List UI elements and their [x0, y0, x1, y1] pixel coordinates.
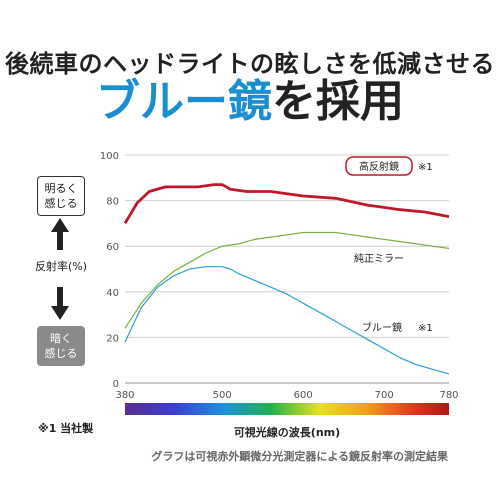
bright-feel-line1: 明るく: [44, 182, 78, 195]
arrow-down-icon: [51, 287, 69, 320]
blue-mirror-line: [124, 266, 450, 375]
tick-labels: 0 20 40 60 80 100 380 500 600 700 780: [100, 151, 459, 401]
headline-blue-mirror: ブルー鏡: [96, 76, 272, 127]
pure-mirror-line: [124, 231, 450, 329]
blue-mirror-label: ブルー鏡: [362, 321, 402, 334]
high-reflect-label: 高反射鏡: [359, 160, 399, 173]
spectrum-bar: [125, 403, 449, 415]
measurement-caption: グラフは可視赤外顕微分光測定器による鏡反射率の測定結果: [151, 450, 448, 463]
headline-line1: 後続車のヘッドライトの眩しさを低減させる: [5, 50, 495, 78]
bright-feel-line2: 感じる: [44, 197, 78, 210]
arrow-up-icon: [51, 218, 69, 250]
footnote: ※1 当社製: [38, 422, 94, 435]
pure-mirror-label: 純正ミラー: [354, 252, 404, 265]
grid: [125, 154, 449, 384]
x-tick-label: 500: [213, 390, 232, 401]
dark-feel-line1: 暗く: [50, 332, 72, 345]
dark-feel-box: 暗く 感じる: [37, 326, 85, 366]
x-tick-label: 380: [115, 390, 134, 401]
x-tick-label: 700: [375, 390, 394, 401]
y-tick-label: 0: [113, 379, 119, 390]
bright-feel-box: 明るく 感じる: [37, 176, 85, 216]
y-tick-label: 80: [106, 197, 119, 208]
high-reflect-line: [123, 183, 450, 225]
reflectance-axis-label: 反射率(%): [34, 260, 88, 273]
x-tick-label: 600: [294, 390, 313, 401]
y-tick-label: 40: [106, 288, 119, 299]
y-tick-label: 60: [106, 242, 119, 253]
x-tick-label: 780: [439, 390, 458, 401]
series-lines: [123, 183, 450, 375]
y-tick-label: 100: [100, 151, 119, 162]
headline-main: ブルー鏡を採用: [0, 76, 500, 128]
dark-feel-line2: 感じる: [44, 347, 78, 360]
headline-adopt: を採用: [272, 76, 404, 127]
high-reflect-label-box: [345, 156, 413, 176]
blue-mirror-note: ※1: [418, 323, 433, 334]
high-reflect-note: ※1: [418, 162, 433, 173]
y-tick-label: 20: [106, 333, 119, 344]
x-axis-label: 可視光線の波長(nm): [234, 425, 340, 439]
